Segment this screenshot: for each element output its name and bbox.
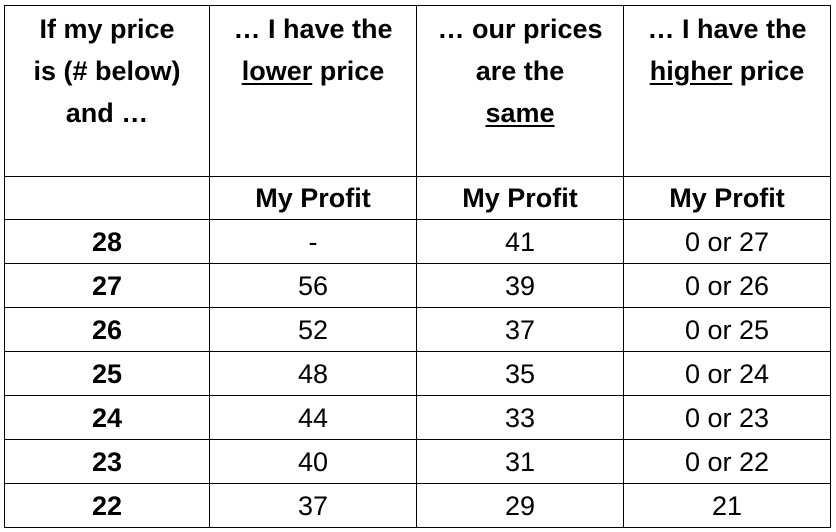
higher-profit-cell: 0 or 23 xyxy=(623,395,831,440)
lower-profit-cell: 52 xyxy=(209,307,417,352)
header-lower-keyword: lower xyxy=(241,56,313,86)
higher-profit-cell: 21 xyxy=(623,483,831,528)
header-same-price-line3: same xyxy=(417,92,623,134)
higher-profit-cell: 0 or 26 xyxy=(623,263,831,308)
higher-profit-cell: 0 or 27 xyxy=(623,219,831,264)
table-row: 22 37 29 21 xyxy=(4,483,831,528)
same-profit-cell: 33 xyxy=(416,395,624,440)
table-row: 24 44 33 0 or 23 xyxy=(4,395,831,440)
header-same-price-line2: are the xyxy=(475,56,565,86)
header-lower-price-line2: lower price xyxy=(210,50,416,92)
subheader-lower-profit: My Profit xyxy=(209,176,417,220)
subheader-same-profit: My Profit xyxy=(416,176,624,220)
header-lower-price: … I have the lower price xyxy=(209,5,417,177)
same-profit-cell: 41 xyxy=(416,219,624,264)
lower-profit-cell: - xyxy=(209,219,417,264)
higher-profit-cell: 0 or 22 xyxy=(623,439,831,484)
header-higher-price-line2: higher price xyxy=(624,50,830,92)
subheader-higher-profit: My Profit xyxy=(623,176,831,220)
table-row: 23 40 31 0 or 22 xyxy=(4,439,831,484)
lower-profit-cell: 44 xyxy=(209,395,417,440)
lower-profit-cell: 48 xyxy=(209,351,417,396)
price-cell: 26 xyxy=(4,307,210,352)
table-row: 28 - 41 0 or 27 xyxy=(4,219,831,264)
header-same-keyword: same xyxy=(485,98,555,128)
price-cell: 27 xyxy=(4,263,210,308)
lower-profit-cell: 56 xyxy=(209,263,417,308)
price-cell: 25 xyxy=(4,351,210,396)
header-same-price: … our prices are the same xyxy=(416,5,624,177)
same-profit-cell: 29 xyxy=(416,483,624,528)
lower-profit-cell: 40 xyxy=(209,439,417,484)
profit-table: If my price is (# below) and … … I have … xyxy=(4,5,831,528)
price-cell: 28 xyxy=(4,219,210,264)
higher-profit-cell: 0 or 24 xyxy=(623,351,831,396)
header-my-price-line2: is (# below) xyxy=(33,56,181,86)
header-higher-price-rest: price xyxy=(732,56,805,86)
header-higher-keyword: higher xyxy=(649,56,733,86)
price-cell: 22 xyxy=(4,483,210,528)
subheader-price xyxy=(4,176,210,220)
header-lower-price-rest: price xyxy=(312,56,385,86)
price-cell: 24 xyxy=(4,395,210,440)
header-row: If my price is (# below) and … … I have … xyxy=(4,5,831,177)
table-row: 25 48 35 0 or 24 xyxy=(4,351,831,396)
header-my-price-line3: and … xyxy=(65,98,149,128)
header-lower-price-line1: … I have the xyxy=(233,14,393,44)
same-profit-cell: 31 xyxy=(416,439,624,484)
table-row: 26 52 37 0 or 25 xyxy=(4,307,831,352)
price-cell: 23 xyxy=(4,439,210,484)
same-profit-cell: 39 xyxy=(416,263,624,308)
header-my-price: If my price is (# below) and … xyxy=(4,5,210,177)
header-higher-price-line1: … I have the xyxy=(647,14,807,44)
header-same-price-line1: … our prices xyxy=(437,14,603,44)
lower-profit-cell: 37 xyxy=(209,483,417,528)
header-higher-price: … I have the higher price xyxy=(623,5,831,177)
higher-profit-cell: 0 or 25 xyxy=(623,307,831,352)
same-profit-cell: 35 xyxy=(416,351,624,396)
subheader-row: My Profit My Profit My Profit xyxy=(4,176,831,220)
header-my-price-line1: If my price xyxy=(39,14,175,44)
same-profit-cell: 37 xyxy=(416,307,624,352)
table-row: 27 56 39 0 or 26 xyxy=(4,263,831,308)
